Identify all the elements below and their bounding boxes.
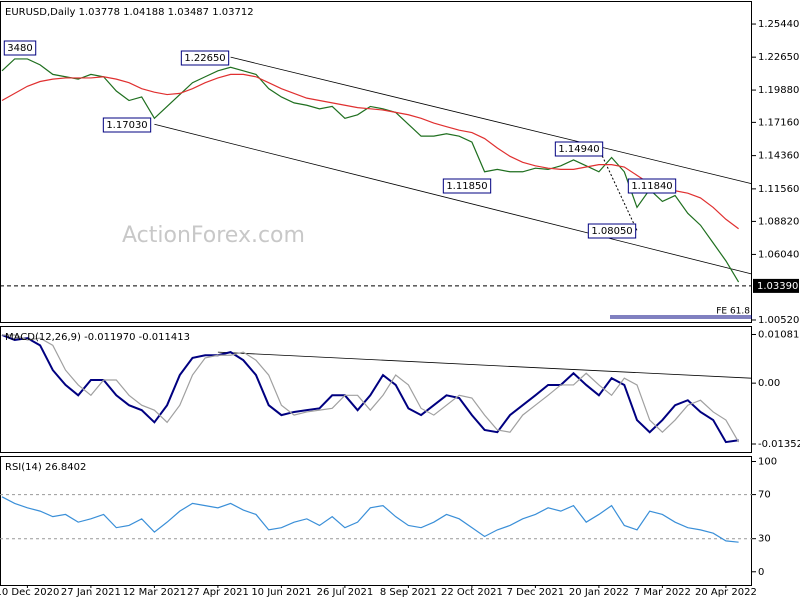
panel-title: RSI(14) 26.8402 bbox=[5, 462, 86, 473]
annotation-box bbox=[180, 50, 230, 66]
x-tick-label: 22 Oct 2021 bbox=[441, 587, 503, 598]
x-tick-label: 10 Jun 2021 bbox=[251, 587, 311, 598]
dotted-line bbox=[598, 148, 638, 231]
annotation-box bbox=[627, 178, 677, 194]
trend-line bbox=[230, 56, 752, 185]
x-tick-label: 27 Jan 2021 bbox=[61, 587, 121, 598]
annotation-box bbox=[442, 178, 492, 194]
annotation: 3480 bbox=[7, 43, 32, 54]
x-tick-label: 27 Apr 2021 bbox=[187, 587, 249, 598]
x-tick-label: 8 Sep 2021 bbox=[380, 587, 437, 598]
y-tick-label: -0.01352 bbox=[758, 439, 800, 450]
annotation: 1.08050 bbox=[591, 226, 632, 237]
panel-frame bbox=[0, 326, 752, 453]
x-tick-label: 12 Mar 2021 bbox=[123, 587, 186, 598]
y-tick-label: 1.11560 bbox=[758, 184, 799, 195]
series-line bbox=[2, 334, 740, 443]
price-box bbox=[753, 278, 799, 293]
trend-line bbox=[217, 351, 752, 379]
x-tick-label: 26 Jul 2021 bbox=[317, 587, 374, 598]
fe-label: FE 61.8 bbox=[716, 306, 750, 316]
y-tick-label: 0.00 bbox=[758, 378, 780, 389]
annotation: 1.14940 bbox=[558, 144, 599, 155]
y-tick-label: 1.08820 bbox=[758, 216, 799, 227]
y-tick-label: 70 bbox=[758, 490, 771, 501]
annotation: 1.11840 bbox=[631, 181, 672, 192]
y-tick-label: 1.00520 bbox=[758, 315, 799, 326]
series-line bbox=[1, 58, 740, 283]
y-tick-label: 1.14360 bbox=[758, 151, 799, 162]
y-tick-label: 1.19880 bbox=[758, 85, 799, 96]
series-line bbox=[1, 73, 739, 230]
y-tick-label: 1.22650 bbox=[758, 52, 799, 63]
y-tick-label: 30 bbox=[758, 534, 771, 545]
annotation-box bbox=[554, 141, 604, 157]
annotation: 1.22650 bbox=[184, 53, 225, 64]
x-tick-label: 20 Apr 2022 bbox=[695, 587, 757, 598]
panel-title: EURUSD,Daily 1.03778 1.04188 1.03487 1.0… bbox=[5, 7, 254, 18]
series-line bbox=[1, 334, 739, 444]
y-tick-label: 100 bbox=[758, 457, 777, 468]
x-tick-label: 7 Mar 2022 bbox=[634, 587, 691, 598]
annotation-box bbox=[102, 117, 152, 133]
y-tick-label: 0 bbox=[758, 567, 764, 578]
panel-frame bbox=[0, 1, 752, 323]
x-tick-label: 10 Dec 2020 bbox=[0, 587, 59, 598]
annotation-box bbox=[3, 40, 37, 56]
x-tick-label: 7 Dec 2021 bbox=[507, 587, 565, 598]
y-tick-label: 0.010815 bbox=[758, 329, 800, 340]
y-tick-label: 1.17160 bbox=[758, 117, 799, 128]
series-line bbox=[1, 496, 739, 543]
trend-line bbox=[154, 123, 752, 275]
annotation: 1.11850 bbox=[446, 181, 487, 192]
watermark: ActionForex.com bbox=[122, 223, 305, 248]
y-tick-label: 1.06040 bbox=[758, 249, 799, 260]
x-tick-label: 20 Jan 2022 bbox=[569, 587, 629, 598]
panel-frame bbox=[0, 456, 752, 586]
price-label: 1.03390 bbox=[757, 281, 798, 292]
y-tick-label: 1.25440 bbox=[758, 19, 799, 30]
annotation: 1.17030 bbox=[106, 120, 147, 131]
panel-title: MACD(12,26,9) -0.011970 -0.011413 bbox=[5, 332, 190, 343]
annotation-box bbox=[587, 223, 637, 239]
